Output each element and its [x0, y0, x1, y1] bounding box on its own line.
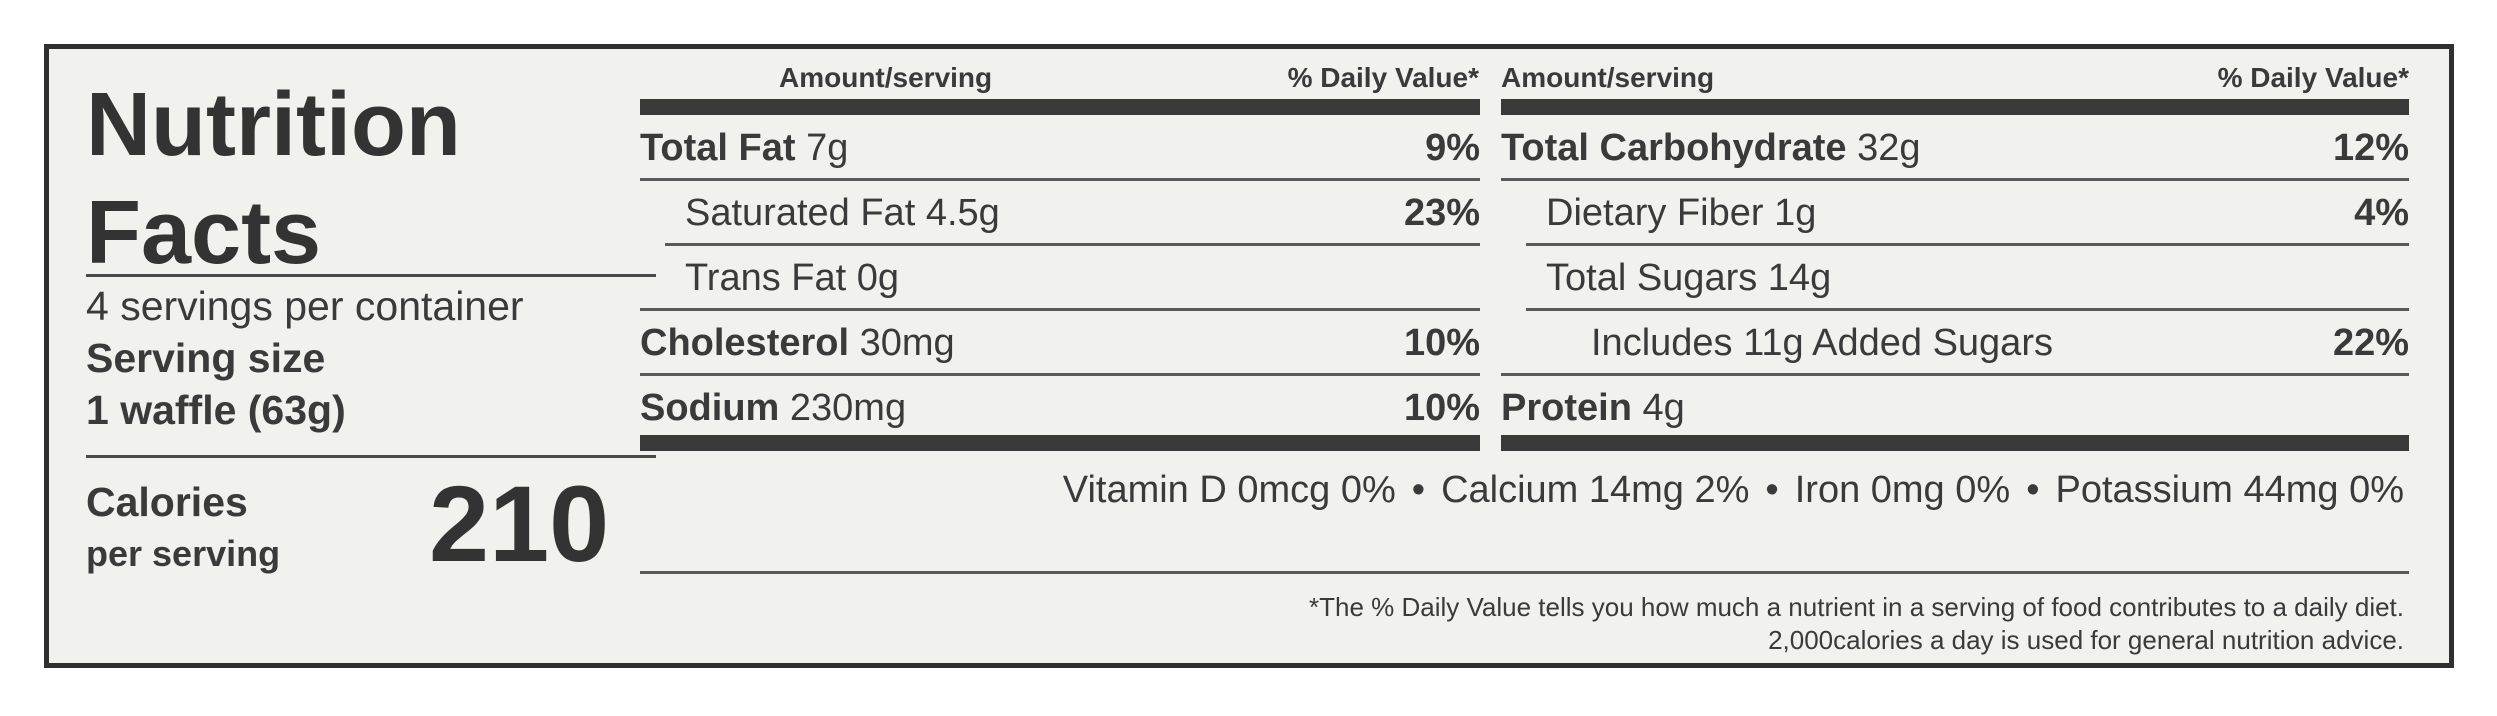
nutrient-amount: 4g	[1642, 387, 1685, 429]
nutrient-amount: 32g	[1857, 127, 1921, 169]
vitamin-item: Iron 0mg 0%	[1794, 469, 2011, 511]
nutrient-daily-value: 9%	[1425, 127, 1480, 169]
nutrient-name: Saturated Fat	[685, 192, 916, 234]
left-amount-header: Amount/serving	[779, 62, 993, 93]
nutrient-daily-value: 22%	[2332, 322, 2409, 364]
nutrition-facts-label: Nutrition Facts 4 servings per container…	[44, 44, 2454, 668]
nutrient-row: Dietary Fiber 1g	[1546, 190, 1816, 236]
footnote-line-2: 2,000calories a day is used for general …	[1768, 625, 2404, 655]
row-divider	[640, 178, 1480, 181]
divider	[86, 274, 656, 277]
divider	[86, 455, 656, 458]
row-divider	[665, 243, 1480, 246]
nutrient-amount: 1g	[1774, 192, 1817, 234]
nutrient-daily-value: 10%	[1403, 387, 1480, 429]
nutrient-row: Sodium 230mg	[640, 385, 906, 431]
nutrient-daily-value: 4%	[2354, 192, 2409, 234]
row-divider	[1501, 373, 2409, 376]
nutrient-name: Sodium	[640, 387, 780, 429]
thick-bar-left	[640, 99, 1480, 115]
bullet-separator: •	[1765, 469, 1779, 511]
footnote-line-1: *The % Daily Value tells you how much a …	[1309, 592, 2404, 622]
calories-label: Calories	[86, 479, 248, 525]
thick-bar-right-bottom	[1501, 435, 2409, 451]
nutrient-row: Includes 11g Added Sugars	[1591, 320, 2053, 366]
nutrient-amount: 30mg	[859, 322, 955, 364]
right-dv-header: % Daily Value*	[2217, 62, 2409, 93]
nutrient-amount: 14g	[1767, 257, 1832, 299]
nutrient-daily-value: 10%	[1403, 322, 1480, 364]
nutrient-name: Trans Fat	[685, 257, 847, 299]
nutrient-row: Saturated Fat 4.5g	[685, 190, 1000, 236]
calories-value: 210	[429, 463, 610, 584]
serving-size-value: 1 waffle (63g)	[86, 387, 346, 433]
vitamin-item: Potassium 44mg 0%	[2055, 469, 2405, 511]
nutrient-name: Includes 11g Added Sugars	[1591, 322, 2053, 364]
servings-per-container: 4 servings per container	[86, 283, 524, 329]
row-divider	[1526, 243, 2409, 246]
nutrient-amount: 7g	[806, 127, 849, 169]
nutrient-name: Total Fat	[640, 127, 796, 169]
nutrient-row: Total Fat 7g	[640, 125, 848, 171]
title-line-2: Facts	[86, 183, 322, 283]
nutrient-row: Trans Fat 0g	[685, 255, 899, 301]
nutrient-name: Total Carbohydrate	[1501, 127, 1847, 169]
nutrient-amount: 4.5g	[925, 192, 1000, 234]
nutrition-facts-title: Nutrition Facts	[86, 71, 461, 287]
bullet-separator: •	[2026, 469, 2040, 511]
nutrient-daily-value: 23%	[1403, 192, 1480, 234]
row-divider	[640, 308, 1480, 311]
row-divider	[1501, 178, 2409, 181]
nutrient-name: Dietary Fiber	[1546, 192, 1764, 234]
right-amount-header: Amount/serving	[1501, 62, 1715, 93]
vitamins-line: Vitamin D 0mcg 0% • Calcium 14mg 2% • Iron 0…	[1063, 467, 2404, 513]
vitamin-item: Calcium 14mg 2%	[1441, 469, 1750, 511]
nutrient-amount: 0g	[856, 257, 900, 299]
nutrient-name: Protein	[1501, 387, 1632, 429]
nutrient-amount: 230mg	[789, 387, 907, 429]
row-divider	[640, 373, 1480, 376]
nutrient-daily-value: 12%	[2332, 127, 2409, 169]
row-divider	[1526, 308, 2409, 311]
title-line-1: Nutrition	[86, 75, 461, 175]
serving-size-label: Serving size	[86, 335, 326, 381]
nutrient-row: Cholesterol 30mg	[640, 320, 955, 366]
nutrient-name: Cholesterol	[640, 322, 850, 364]
vitamins-divider	[640, 571, 2409, 574]
left-dv-header: % Daily Value*	[1287, 62, 1479, 93]
nutrient-row: Protein 4g	[1501, 385, 1685, 431]
nutrient-row: Total Carbohydrate 32g	[1501, 125, 1921, 171]
vitamin-item: Vitamin D 0mcg 0%	[1062, 469, 1396, 511]
thick-bar-right	[1501, 99, 2409, 115]
calories-sublabel: per serving	[86, 533, 281, 574]
thick-bar-left-bottom	[640, 435, 1480, 451]
bullet-separator: •	[1411, 469, 1426, 511]
nutrient-name: Total Sugars	[1546, 257, 1758, 299]
nutrient-row: Total Sugars 14g	[1546, 255, 1831, 301]
